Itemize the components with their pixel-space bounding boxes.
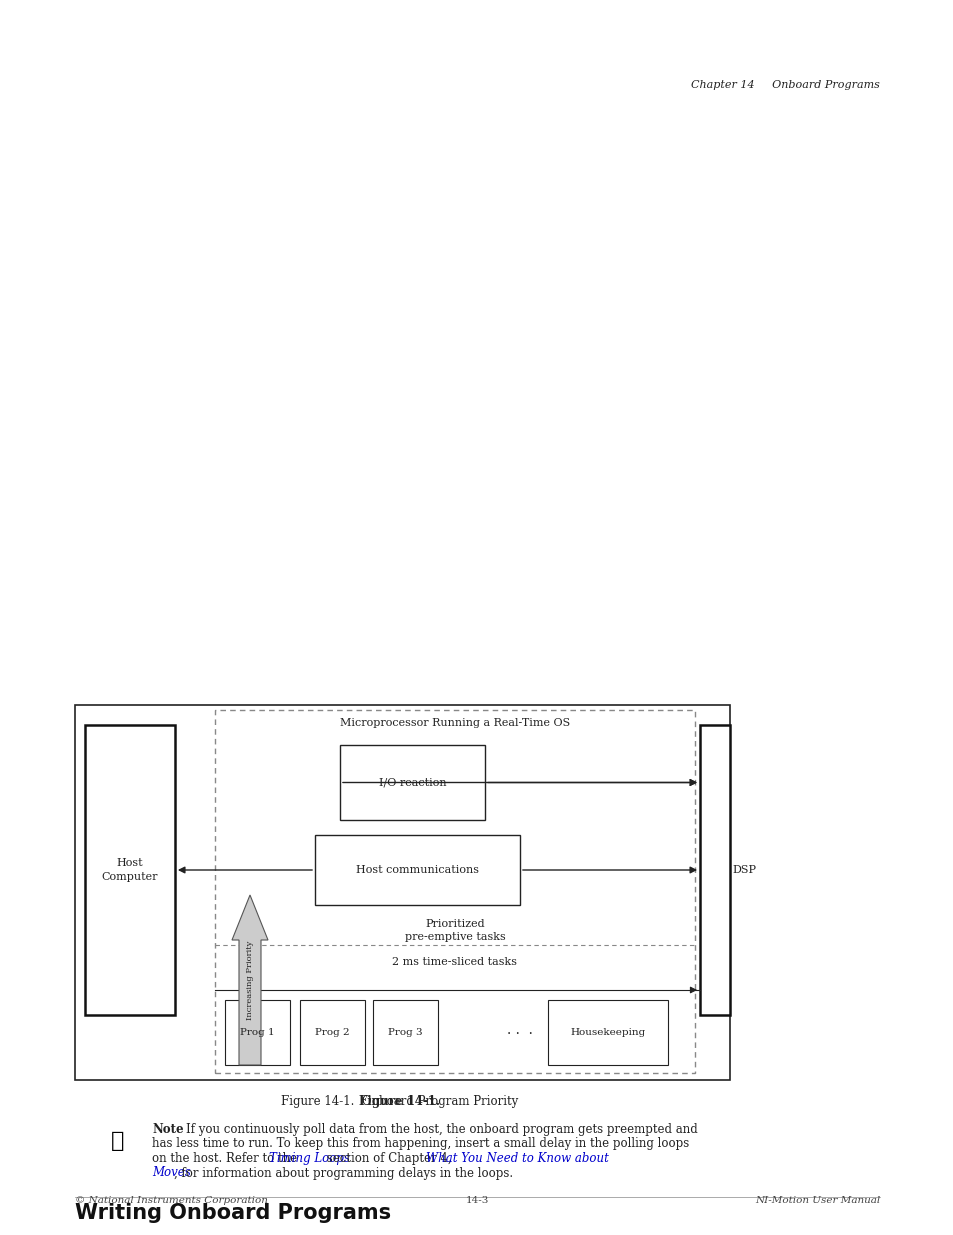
- Bar: [700, 725, 729, 1015]
- Bar: [547, 1000, 667, 1065]
- Bar: [339, 745, 484, 820]
- Text: has less time to run. To keep this from happening, insert a small delay in the p: has less time to run. To keep this from …: [152, 1137, 688, 1151]
- Bar: [299, 1000, 365, 1065]
- Text: © National Instruments Corporation: © National Instruments Corporation: [75, 1195, 268, 1205]
- Bar: [314, 835, 519, 905]
- Bar: [75, 705, 729, 1079]
- Text: Writing Onboard Programs: Writing Onboard Programs: [75, 1203, 391, 1223]
- Text: 2 ms time-sliced tasks: 2 ms time-sliced tasks: [392, 957, 517, 967]
- Text: Chapter 14     Onboard Programs: Chapter 14 Onboard Programs: [690, 80, 879, 90]
- Text: NI-Motion User Manual: NI-Motion User Manual: [754, 1195, 879, 1205]
- Text: Note: Note: [152, 1123, 183, 1136]
- Text: Prog 1: Prog 1: [240, 1028, 274, 1037]
- Text: What You Need to Know about: What You Need to Know about: [426, 1152, 609, 1165]
- Text: If you continuously poll data from the host, the onboard program gets preempted : If you continuously poll data from the h…: [186, 1123, 697, 1136]
- Text: 📋: 📋: [112, 1131, 125, 1151]
- Bar: [214, 710, 695, 1073]
- Text: Microprocessor Running a Real-Time OS: Microprocessor Running a Real-Time OS: [339, 718, 570, 727]
- Text: Figure 14-1.: Figure 14-1.: [359, 1095, 440, 1108]
- Text: Prog 3: Prog 3: [388, 1028, 422, 1037]
- Text: 14-3: 14-3: [465, 1195, 488, 1205]
- Text: , for information about programming delays in the loops.: , for information about programming dela…: [174, 1167, 513, 1179]
- Text: Host
Computer: Host Computer: [102, 858, 158, 882]
- Text: on the host. Refer to the: on the host. Refer to the: [152, 1152, 300, 1165]
- Text: Timing Loops: Timing Loops: [269, 1152, 350, 1165]
- Text: Prog 2: Prog 2: [314, 1028, 350, 1037]
- Text: DSP: DSP: [731, 864, 755, 876]
- Text: section of Chapter 4,: section of Chapter 4,: [323, 1152, 455, 1165]
- Text: Moves: Moves: [152, 1167, 191, 1179]
- Text: Figure 14-1.  Onboard Program Priority: Figure 14-1. Onboard Program Priority: [281, 1095, 518, 1108]
- Text: Host communications: Host communications: [355, 864, 478, 876]
- Polygon shape: [232, 895, 268, 1065]
- Text: Housekeeping: Housekeeping: [570, 1028, 645, 1037]
- Text: I/O reaction: I/O reaction: [378, 778, 446, 788]
- Text: Increasing Priority: Increasing Priority: [246, 940, 253, 1020]
- Text: . .  .: . . .: [507, 1024, 533, 1037]
- Bar: [85, 725, 174, 1015]
- Bar: [373, 1000, 437, 1065]
- Bar: [225, 1000, 290, 1065]
- Text: Prioritized
pre-emptive tasks: Prioritized pre-emptive tasks: [404, 919, 505, 942]
